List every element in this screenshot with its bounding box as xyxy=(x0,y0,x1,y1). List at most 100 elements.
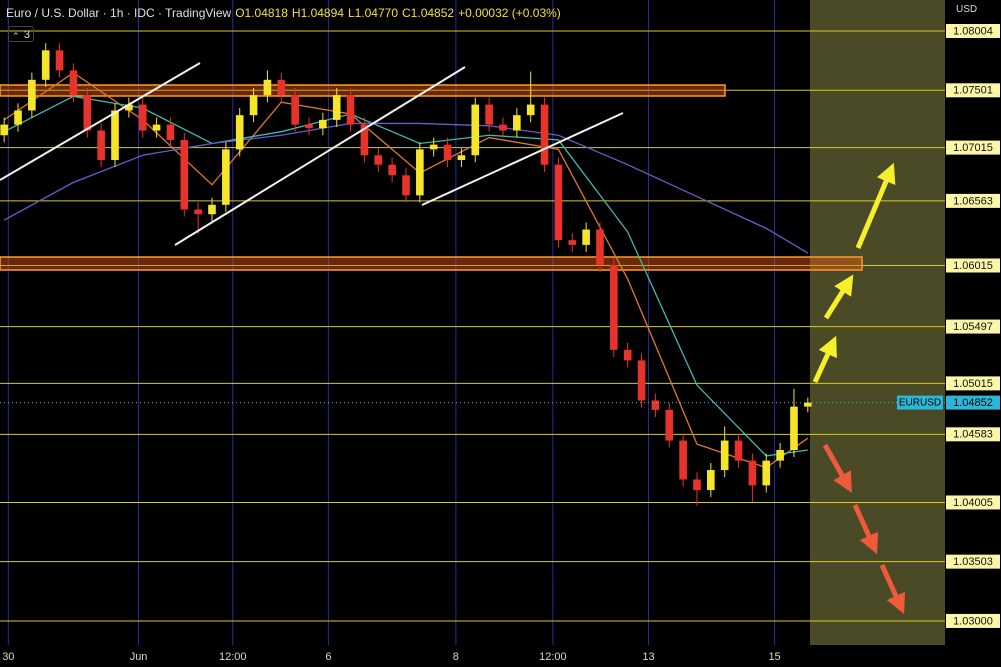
candle-body xyxy=(665,409,674,441)
y-tick-label: 1.04583 xyxy=(953,429,993,441)
down-arrow xyxy=(879,563,906,615)
candle-body xyxy=(582,229,590,245)
x-tick-label: Jun xyxy=(130,651,148,663)
trendline xyxy=(421,112,624,206)
ohlc: O1.04818 xyxy=(235,6,288,20)
x-tick-label: 30 xyxy=(2,651,14,663)
candle-body xyxy=(651,400,660,410)
price-label-box xyxy=(946,554,1000,569)
candle-body xyxy=(707,470,715,491)
trendline xyxy=(0,62,201,181)
candle-body xyxy=(485,104,493,125)
candle-body xyxy=(402,175,410,196)
down-arrow xyxy=(852,503,879,555)
candle-body xyxy=(125,104,133,111)
price-label-box xyxy=(946,258,1000,273)
candle-body xyxy=(360,124,369,156)
up-arrow xyxy=(823,274,854,320)
candle-body xyxy=(263,79,272,96)
x-tick-label: 12:00 xyxy=(539,651,567,663)
y-tick-label: 1.06015 xyxy=(953,260,993,272)
currency: USD xyxy=(956,4,978,15)
price-label-box xyxy=(946,495,1000,510)
candle-body xyxy=(720,440,729,471)
indicator-toggle[interactable]: 3 xyxy=(8,26,34,44)
candle-body xyxy=(513,115,521,131)
candle-body xyxy=(790,406,798,451)
price-label-box xyxy=(946,376,1000,391)
candle-body xyxy=(138,104,147,131)
candle-body xyxy=(762,460,771,486)
candle-body xyxy=(319,119,327,129)
price-label-box xyxy=(946,193,1000,208)
candle-body xyxy=(235,115,244,150)
support-zone xyxy=(0,256,863,271)
candle-body xyxy=(637,360,646,401)
up-arrow xyxy=(855,162,896,249)
price-label-box xyxy=(946,613,1000,628)
candle-body xyxy=(388,164,396,176)
candle-body xyxy=(305,124,313,129)
candle-body xyxy=(748,460,757,486)
candle-body xyxy=(166,124,175,140)
candle-body xyxy=(693,479,701,491)
last-price-box xyxy=(946,395,1000,410)
y-tick-label: 1.05015 xyxy=(953,378,993,390)
x-tick-label: 8 xyxy=(453,651,459,663)
candle-body xyxy=(55,50,64,71)
x-tick-label: 15 xyxy=(768,651,780,663)
forecast-zone xyxy=(810,0,945,645)
moving-average xyxy=(3,122,809,254)
y-tick-label: 1.07501 xyxy=(953,85,993,97)
candle-body xyxy=(499,124,507,131)
y-tick-label: 1.03000 xyxy=(953,615,993,627)
time-axis xyxy=(0,645,1001,667)
price-label-box xyxy=(946,140,1000,155)
candle-body xyxy=(776,450,784,461)
symbol-title: Euro / U.S. Dollar · 1h · IDC · TradingV… xyxy=(6,6,232,20)
ohlc: H1.04894 xyxy=(291,6,344,20)
candle-body xyxy=(568,240,577,245)
y-tick-label: 1.05497 xyxy=(953,321,993,333)
y-tick-label: 1.08004 xyxy=(953,25,993,37)
candle-body xyxy=(526,104,535,116)
candle-body xyxy=(249,95,258,116)
candle-body xyxy=(554,164,563,241)
candle-body xyxy=(623,349,632,361)
up-arrow xyxy=(812,335,837,384)
candle-body xyxy=(443,144,452,160)
candle-body xyxy=(0,124,8,136)
candle-body xyxy=(374,155,383,165)
last-price-label: 1.04852 xyxy=(953,397,993,409)
trendline xyxy=(174,66,466,246)
candle-body xyxy=(471,104,480,156)
candle-body xyxy=(679,440,687,480)
header: Euro / U.S. Dollar · 1h · IDC · TradingV… xyxy=(6,6,561,20)
candle-body xyxy=(734,440,743,461)
candle-body xyxy=(69,70,78,96)
candle-body xyxy=(416,149,424,196)
down-arrow xyxy=(822,443,852,493)
symbol-label: EURUSD xyxy=(899,398,941,409)
ohlc: C1.04852 xyxy=(402,6,455,20)
symbol-label-box xyxy=(897,395,943,410)
x-tick-label: 13 xyxy=(642,651,654,663)
candle-body xyxy=(610,264,618,350)
candle-body xyxy=(346,95,355,125)
resistance-zone xyxy=(0,84,726,97)
forecast-arrows xyxy=(812,162,906,615)
candle-body xyxy=(596,229,604,265)
candle-body xyxy=(332,95,341,120)
change: +0.00032 (+0.03%) xyxy=(458,6,561,20)
y-tick-label: 1.03503 xyxy=(953,556,993,568)
series xyxy=(0,43,812,506)
candle-body xyxy=(457,155,466,160)
candle-body xyxy=(222,149,230,205)
candle-body xyxy=(152,124,161,131)
candle-body xyxy=(97,130,105,160)
candle-body xyxy=(277,79,286,96)
price-label-box xyxy=(946,319,1000,334)
x-tick-label: 6 xyxy=(325,651,331,663)
axes: 30 Jun 12:00 6 8 12:00 13 15 1.08004 1.07501 1.070… xyxy=(0,24,1000,663)
